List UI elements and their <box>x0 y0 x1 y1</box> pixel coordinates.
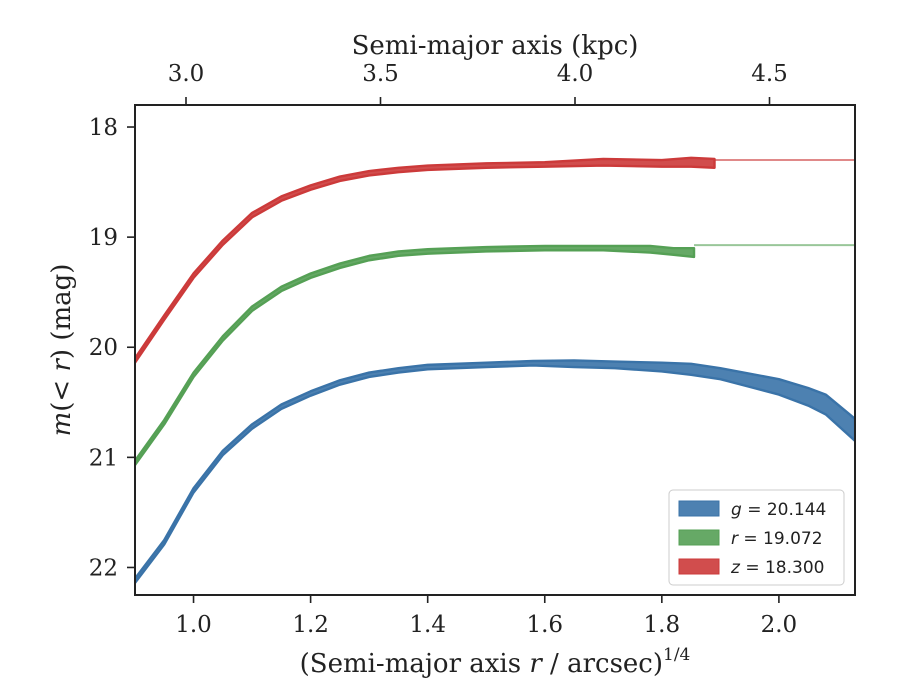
legend-band-z: z <box>730 558 741 578</box>
series-r <box>135 244 855 467</box>
plot-frame <box>134 104 856 596</box>
series-r-band <box>135 244 696 467</box>
x-tick-label-2: 1.4 <box>409 612 446 638</box>
x-tick-label-0: 1.0 <box>175 612 212 638</box>
x-tick-label-5: 2.0 <box>761 612 798 638</box>
y-tick-label-3: 21 <box>89 445 118 471</box>
x-axis-label: (Semi-major axis r / arcsec)1/4 <box>300 645 691 679</box>
series-g-band <box>135 359 855 585</box>
x-tick-label-1: 1.2 <box>292 612 329 638</box>
legend-band-r: r <box>731 529 739 549</box>
top-x-tick-label-3: 4.5 <box>751 61 788 87</box>
legend-swatch-g <box>678 500 720 517</box>
legend-swatch-r <box>678 529 720 546</box>
legend-label-z: z = 18.300 <box>730 558 824 578</box>
legend-band-g: g <box>731 500 742 520</box>
y-axis-label-open: (< <box>47 372 77 412</box>
legend-label-r: r = 19.072 <box>731 529 823 549</box>
series-g <box>135 359 855 585</box>
series-z-band <box>135 156 716 364</box>
x-tick-label-3: 1.6 <box>526 612 563 638</box>
series-z <box>135 156 855 364</box>
x-axis-label-text: (Semi-major axis <box>300 649 530 679</box>
legend-swatch-z <box>678 558 720 575</box>
y-axis-label-r: r <box>47 358 77 372</box>
series-layer <box>135 156 855 585</box>
x-axis-label-text-2: / arcsec) <box>542 649 663 679</box>
x-axis-label-exponent: 1/4 <box>663 645 690 665</box>
ticks-layer: 1.0 1.2 1.4 1.6 1.8 2.0 18 19 20 21 22 3.0 3.5 4.0 4.5… <box>89 61 798 638</box>
x-tick-label-4: 1.8 <box>644 612 681 638</box>
top-x-tick-label-2: 4.0 <box>557 61 594 87</box>
y-tick-label-1: 19 <box>89 225 118 251</box>
legend-value-z: = 18.300 <box>740 558 825 578</box>
legend-value-g: = 20.144 <box>742 500 827 520</box>
legend-value-r: = 19.072 <box>738 529 823 549</box>
y-axis-label-close: ) (mag) <box>47 264 77 360</box>
top-x-axis-label: Semi-major axis (kpc) <box>352 31 639 61</box>
y-tick-label-0: 18 <box>89 115 118 141</box>
y-tick-label-4: 22 <box>89 555 118 581</box>
top-x-tick-label-0: 3.0 <box>168 61 205 87</box>
top-x-tick-label-1: 3.5 <box>362 61 399 87</box>
y-axis-label-m: m <box>47 412 77 437</box>
y-tick-label-2: 20 <box>89 335 118 361</box>
legend-label-g: g = 20.144 <box>731 500 826 520</box>
y-axis-label: m(< r) (mag) <box>47 264 77 437</box>
x-axis-label-var: r <box>529 649 543 679</box>
